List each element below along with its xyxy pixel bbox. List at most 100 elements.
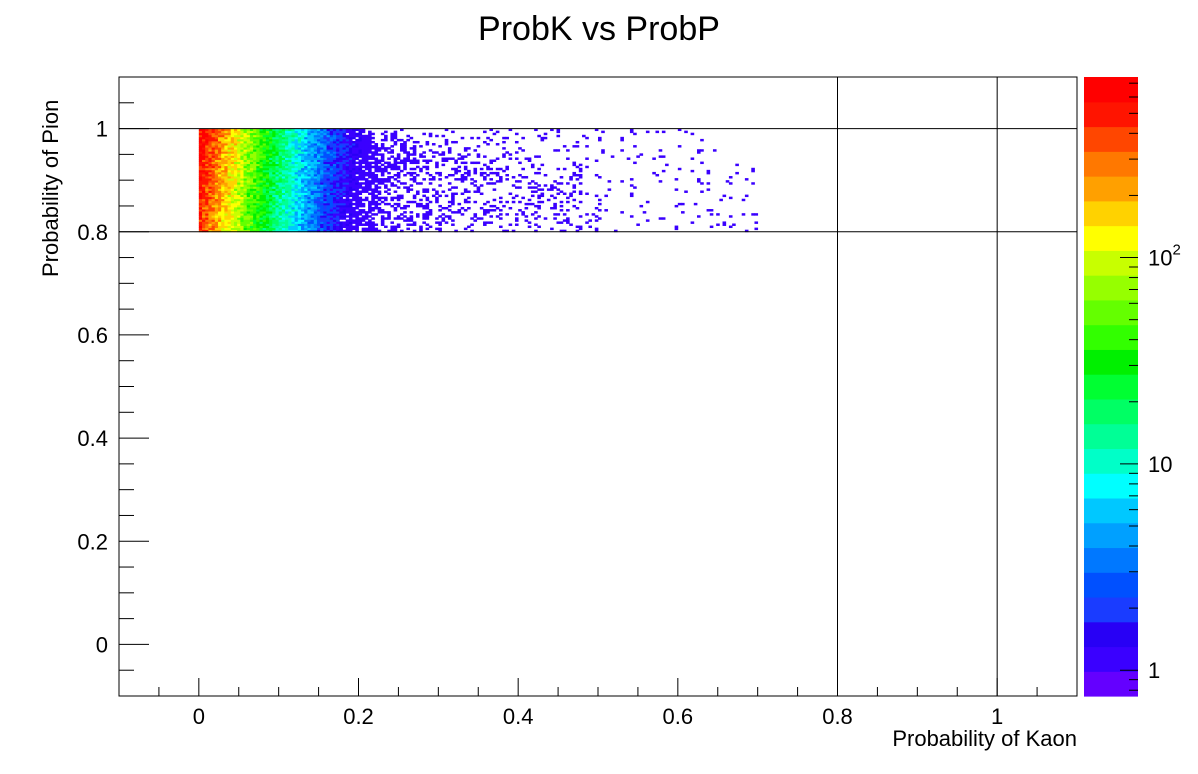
heatmap-cell [281,225,286,229]
heatmap-cell [476,145,481,148]
heatmap-cell [233,198,238,202]
heatmap-cell [454,167,458,171]
heatmap-cell [355,198,359,202]
heatmap-cell [329,209,334,212]
heatmap-cell [297,188,302,191]
heatmap-cell [368,188,372,191]
heatmap-cell [297,138,302,142]
heatmap-cell [348,192,353,196]
heatmap-cell [256,229,260,233]
heatmap-cell [409,184,414,187]
heatmap-cell [297,169,302,173]
heatmap-cell [249,157,254,160]
heatmap-cell [342,215,347,218]
heatmap-cell [489,204,494,208]
heatmap-cell [301,130,305,134]
heatmap-cell [316,213,321,216]
heatmap-cell [246,225,251,229]
heatmap-cell [205,130,209,134]
heatmap-cell [198,165,203,169]
heatmap-cell [352,155,356,158]
heatmap-cell [246,215,251,218]
heatmap-cell [198,186,203,189]
heatmap-cell [348,145,353,148]
heatmap-cell [246,190,251,193]
heatmap-cell [275,196,280,200]
heatmap-cell [265,128,270,132]
heatmap-cell [316,188,321,191]
heatmap-cell [278,134,283,138]
heatmap-cell [352,184,356,187]
heatmap-cell [336,219,340,222]
heatmap-cell [297,132,302,136]
heatmap-cell [272,138,276,142]
heatmap-cell [237,225,241,229]
heatmap-cell [345,153,350,156]
heatmap-cell [661,155,666,158]
heatmap-cell [304,200,308,204]
heatmap-cell [364,186,369,189]
heatmap-cell [364,198,369,202]
heatmap-cell [435,163,439,167]
heatmap-cell [323,147,327,150]
heatmap-cell [403,161,407,165]
heatmap-cell [598,202,602,206]
heatmap-cell [313,204,318,208]
heatmap-cell [336,182,340,185]
heatmap-cell [419,225,423,229]
heatmap-cell [310,163,315,167]
heatmap-cell [275,211,280,214]
heatmap-cell [230,227,235,231]
heatmap-cell [294,229,299,233]
heatmap-cell [355,151,359,154]
heatmap-cell [230,149,235,152]
heatmap-cell [288,169,292,173]
heatmap-cell [534,229,538,233]
heatmap-cell [243,227,248,231]
heatmap-cell [256,194,260,198]
heatmap-cell [345,147,350,150]
heatmap-cell [275,215,280,218]
heatmap-cell [262,157,267,160]
heatmap-cell [336,171,340,175]
heatmap-cell [304,219,308,222]
heatmap-cell [422,155,426,158]
heatmap-cell [246,143,251,146]
heatmap-cell [304,221,308,224]
heatmap-cell [310,157,315,160]
heatmap-cell [339,213,343,216]
heatmap-cell [645,219,650,222]
heatmap-cell [355,223,359,226]
heatmap-cell [275,227,280,231]
heatmap-cell [221,147,225,150]
heatmap-cell [537,204,541,208]
heatmap-cell [259,219,264,222]
heatmap-cell [313,132,318,136]
heatmap-cell [339,153,343,156]
heatmap-cell [323,138,327,142]
heatmap-cell [249,190,254,193]
heatmap-cell [205,188,209,191]
heatmap-cell [393,227,398,231]
heatmap-cell [326,209,331,212]
heatmap-cell [483,176,487,179]
heatmap-cell [371,202,375,206]
y-axis: 00.20.40.60.81 [77,102,149,697]
heatmap-cell [348,151,353,154]
heatmap-cell [233,167,238,171]
heatmap-cell [393,161,398,165]
heatmap-cell [566,157,570,160]
heatmap-cell [265,182,270,185]
heatmap-cell [214,159,219,162]
heatmap-cell [499,196,503,200]
heatmap-cell [198,196,203,200]
heatmap-cell [460,176,465,179]
heatmap-cell [419,153,423,156]
heatmap-cell [355,186,359,189]
heatmap-cell [221,198,225,202]
heatmap-cell [211,215,216,218]
heatmap-cell [361,169,366,173]
heatmap-cell [361,147,366,150]
heatmap-cell [217,219,222,222]
heatmap-cell [230,221,235,224]
